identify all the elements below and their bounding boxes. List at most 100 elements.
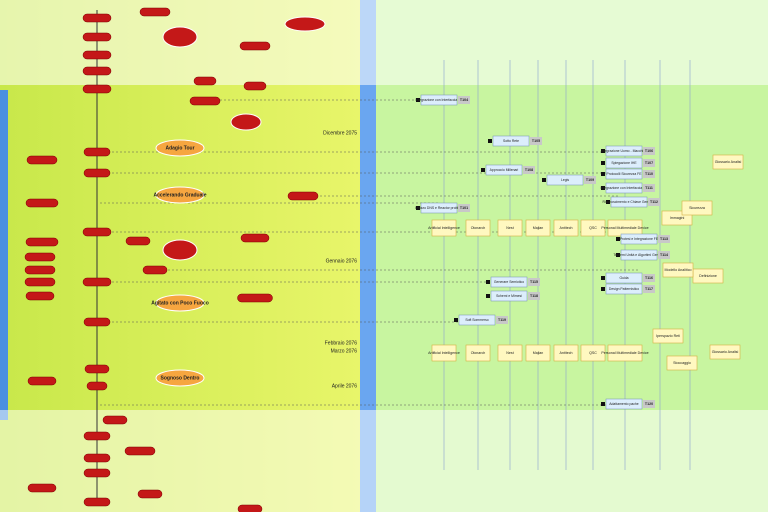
task-code-box [528, 278, 540, 286]
side-box [712, 154, 744, 170]
task-pill [193, 76, 217, 86]
task-label: Integrazione con Interfaccia FE [601, 186, 649, 190]
task-label: Integrazione con Interfaccia FE [416, 98, 464, 102]
task-pill [142, 265, 168, 275]
tech-label: Artificial Intelligence [428, 226, 460, 230]
task-pill [82, 13, 112, 23]
task-code-box [584, 176, 596, 184]
task-box [610, 196, 648, 208]
phase-bubble [155, 369, 205, 387]
task-box [605, 283, 643, 295]
task-node [416, 98, 420, 102]
task-label: Approccio Millenari [490, 168, 519, 172]
task-node [601, 149, 605, 153]
task-box [546, 174, 584, 186]
task-node [606, 200, 610, 204]
side-label: Definizione [699, 274, 717, 278]
task-code: T106 [645, 149, 653, 153]
milestone [284, 16, 326, 32]
task-box [605, 168, 643, 180]
tech-label: Personal Multimediale Device [601, 226, 648, 230]
task-pill [83, 168, 111, 178]
task-box [458, 314, 496, 326]
side-box [662, 262, 694, 278]
task-code: T116 [645, 276, 653, 280]
bottom-fade [0, 410, 768, 512]
tech-box [525, 344, 551, 362]
task-code-box [458, 96, 470, 104]
tech-label: Personal Multimediale Device [601, 351, 648, 355]
milestone [162, 26, 198, 48]
task-label: Adattamento pache [609, 402, 639, 406]
task-pill [84, 364, 110, 374]
task-pill [82, 32, 112, 42]
task-pill [137, 489, 163, 499]
task-pill [25, 237, 59, 247]
tech-box [607, 344, 643, 362]
tech-label: Artificial Intelligence [428, 351, 460, 355]
tech-box [465, 219, 491, 237]
task-label: Generare Semiotico [494, 280, 524, 284]
task-label: Legis [561, 178, 569, 182]
task-code-box [658, 235, 670, 243]
tech-label: Antitech [560, 351, 573, 355]
task-node [616, 253, 620, 257]
task-pill [83, 431, 111, 441]
task-label: Protocolli Sicurezza FE [606, 172, 642, 176]
task-pill [27, 376, 57, 386]
task-code-box [643, 147, 655, 155]
task-pill [82, 227, 112, 237]
task-pill [102, 415, 128, 425]
task-pill [124, 446, 156, 456]
tech-box [465, 344, 491, 362]
task-box [620, 233, 658, 245]
task-code: T119 [498, 318, 506, 322]
task-code-box [648, 198, 660, 206]
task-node [601, 186, 605, 190]
side-label: Immagini [670, 216, 685, 220]
milestone [230, 113, 262, 131]
task-code: T117 [645, 287, 653, 291]
phase-bubble [155, 294, 205, 312]
task-node [486, 280, 490, 284]
task-node [601, 287, 605, 291]
tech-box [497, 344, 523, 362]
tech-box [525, 219, 551, 237]
task-pill [25, 198, 59, 208]
tech-label: Olonarch [471, 226, 486, 230]
task-node [416, 206, 420, 210]
milestone [162, 239, 198, 261]
task-pill [237, 504, 263, 512]
tech-label: Nest [506, 351, 513, 355]
task-label: Integrazione Uomo - Macchina [601, 149, 647, 153]
tech-box [497, 219, 523, 237]
task-node [601, 402, 605, 406]
task-code: T113 [660, 237, 668, 241]
task-code-box [643, 285, 655, 293]
task-pill [82, 84, 112, 94]
task-box [605, 145, 643, 157]
task-pill [82, 277, 112, 287]
tech-label: Nest [506, 226, 513, 230]
phase-label: Sognoso Dentro [161, 375, 200, 381]
side-label: Glossario Analisi [712, 350, 739, 354]
task-label: Spiegazione IHE [611, 161, 637, 165]
task-pill [86, 381, 108, 391]
task-code: T108 [525, 168, 533, 172]
task-pill [82, 50, 112, 60]
task-node [454, 318, 458, 322]
task-pill [189, 96, 221, 106]
phase-bubble [155, 186, 205, 204]
task-pill [83, 317, 111, 327]
phase-label: Adagio Tour [165, 145, 194, 151]
task-box [605, 157, 643, 169]
side-box [666, 355, 698, 371]
task-pill [24, 252, 56, 262]
task-node [481, 168, 485, 172]
task-code-box [523, 166, 535, 174]
task-code-box [643, 159, 655, 167]
task-box [420, 202, 458, 214]
task-label: Design Patternistico [609, 287, 639, 291]
task-code: T112 [650, 200, 658, 204]
task-node [488, 139, 492, 143]
